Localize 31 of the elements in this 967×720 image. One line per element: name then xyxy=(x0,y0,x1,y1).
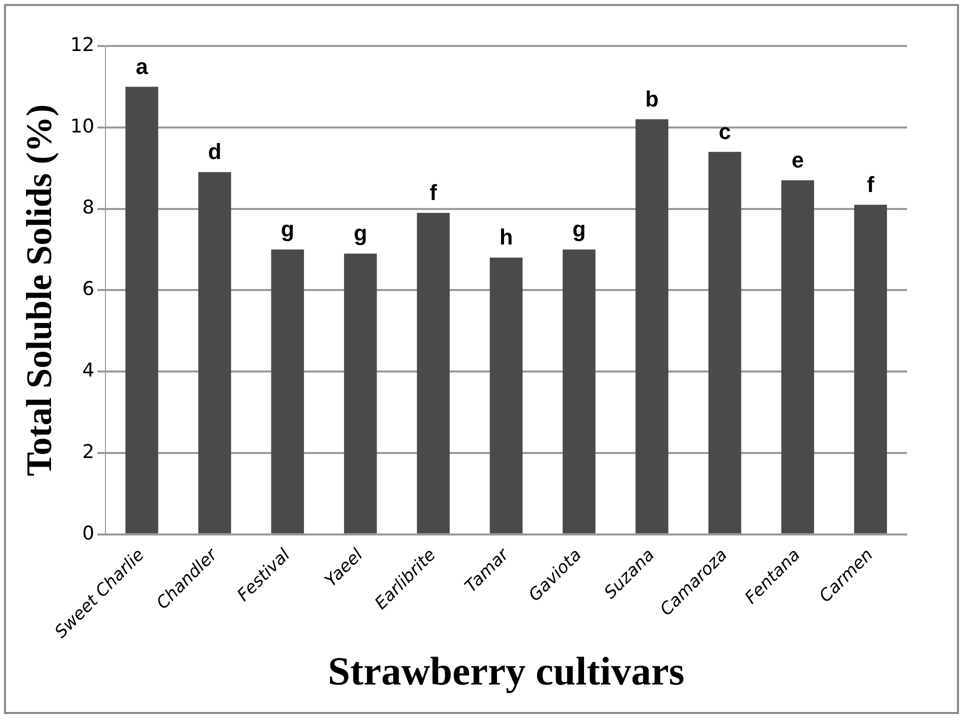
bar xyxy=(198,172,232,534)
y-tick-label: 4 xyxy=(82,360,94,382)
bar xyxy=(854,204,887,534)
bar xyxy=(271,249,304,534)
annotation: h xyxy=(499,224,513,250)
annotation: b xyxy=(645,86,659,112)
annotation: g xyxy=(354,220,368,246)
bar xyxy=(125,86,158,534)
annotation: a xyxy=(136,54,149,79)
y-tick-label: 2 xyxy=(82,440,94,463)
annotation: c xyxy=(718,118,731,144)
bar xyxy=(708,152,742,534)
bar xyxy=(490,258,523,534)
y-axis-title: Total Soluble Solids (%) xyxy=(18,104,59,476)
y-tick-label: 0 xyxy=(82,522,94,544)
annotation: d xyxy=(208,139,222,164)
bar xyxy=(781,180,814,534)
annotation: g xyxy=(572,216,586,242)
bar xyxy=(562,249,596,534)
annotation: g xyxy=(280,216,294,242)
y-tick-label: 10 xyxy=(70,115,94,138)
annotation: f xyxy=(866,172,875,197)
y-tick-label: 12 xyxy=(70,34,94,56)
bar xyxy=(416,212,450,534)
x-axis-title: Strawberry cultivars xyxy=(328,648,684,694)
annotation: f xyxy=(430,180,438,205)
y-tick-label: 8 xyxy=(82,196,94,219)
bar xyxy=(344,254,377,534)
annotation: e xyxy=(792,147,804,172)
bar xyxy=(636,119,668,534)
y-tick-label: 6 xyxy=(82,278,94,300)
